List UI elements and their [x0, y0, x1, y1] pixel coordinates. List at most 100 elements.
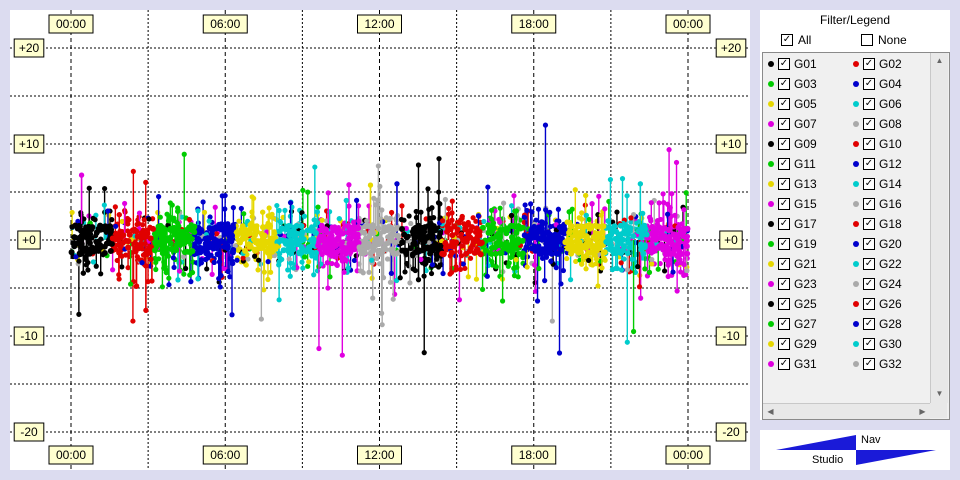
all-checkbox[interactable]: ✓ [781, 34, 793, 46]
x-tick-label-top-box [665, 14, 711, 34]
legend-item-checkbox[interactable]: ✓ [778, 58, 790, 70]
legend-item-checkbox[interactable]: ✓ [863, 318, 875, 330]
legend-item-g06[interactable]: ✓ G06 [851, 95, 935, 115]
legend-item-g27[interactable]: ✓ G27 [766, 315, 850, 335]
data-point [649, 256, 655, 263]
studio-label[interactable]: Studio [812, 454, 844, 466]
scroll-left-icon[interactable]: ◀ [767, 407, 774, 416]
nav-label[interactable]: Nav [861, 434, 881, 446]
legend-item-checkbox[interactable]: ✓ [778, 218, 790, 230]
data-point [369, 257, 375, 263]
legend-item-checkbox[interactable]: ✓ [778, 318, 790, 330]
legend-item-g07[interactable]: ✓ G07 [766, 115, 850, 135]
legend-color-dot-icon [853, 201, 859, 207]
legend-item-checkbox[interactable]: ✓ [778, 358, 790, 370]
legend-item-g11[interactable]: ✓ G11 [766, 155, 850, 175]
data-point [306, 259, 312, 265]
scroll-right-icon[interactable]: ▶ [919, 407, 926, 416]
legend-item-checkbox[interactable]: ✓ [863, 218, 875, 230]
legend-item-g04[interactable]: ✓ G04 [851, 75, 935, 95]
legend-item-g13[interactable]: ✓ G13 [766, 175, 850, 195]
legend-item-checkbox[interactable]: ✓ [778, 98, 790, 110]
legend-item-checkbox[interactable]: ✓ [778, 198, 790, 210]
legend-item-checkbox[interactable]: ✓ [863, 258, 875, 270]
legend-item-g32[interactable]: ✓ G32 [851, 355, 935, 375]
legend-item-checkbox[interactable]: ✓ [863, 298, 875, 310]
data-point [654, 218, 661, 224]
legend-item-g03[interactable]: ✓ G03 [766, 75, 850, 95]
legend-item-g15[interactable]: ✓ G15 [766, 195, 850, 215]
data-point [665, 227, 672, 234]
legend-item-checkbox[interactable]: ✓ [863, 58, 875, 70]
data-point [558, 281, 564, 287]
legend-item-g29[interactable]: ✓ G29 [766, 335, 850, 355]
legend-item-g01[interactable]: ✓ G01 [766, 55, 850, 75]
legend-item-g25[interactable]: ✓ G25 [766, 295, 850, 315]
data-point [236, 218, 242, 224]
legend-item-checkbox[interactable]: ✓ [863, 198, 875, 210]
legend-item-checkbox[interactable]: ✓ [863, 118, 875, 130]
data-point [595, 233, 602, 240]
data-point [85, 238, 92, 245]
legend-item-g30[interactable]: ✓ G30 [851, 335, 935, 355]
data-point [683, 243, 690, 250]
legend-item-checkbox[interactable]: ✓ [778, 238, 790, 250]
legend-item-g12[interactable]: ✓ G12 [851, 155, 935, 175]
data-point [221, 230, 228, 237]
legend-item-checkbox[interactable]: ✓ [863, 78, 875, 90]
legend-item-checkbox[interactable]: ✓ [778, 178, 790, 190]
legend-item-g09[interactable]: ✓ G09 [766, 135, 850, 155]
data-point [315, 204, 321, 210]
data-point [356, 218, 362, 224]
legend-item-g26[interactable]: ✓ G26 [851, 295, 935, 315]
plot-area[interactable]: 00:00 00:00 06:00 06:00 12:00 12:00 18:00 18:00… [10, 10, 750, 470]
legend-item-g31[interactable]: ✓ G31 [766, 355, 850, 375]
legend-item-g18[interactable]: ✓ G18 [851, 215, 935, 235]
legend-item-g14[interactable]: ✓ G14 [851, 175, 935, 195]
legend-item-checkbox[interactable]: ✓ [778, 298, 790, 310]
legend-item-g23[interactable]: ✓ G23 [766, 275, 850, 295]
legend-item-g22[interactable]: ✓ G22 [851, 255, 935, 275]
legend-item-checkbox[interactable]: ✓ [863, 278, 875, 290]
legend-item-g05[interactable]: ✓ G05 [766, 95, 850, 115]
legend-item-g02[interactable]: ✓ G02 [851, 55, 935, 75]
data-point [147, 235, 154, 242]
legend-item-checkbox[interactable]: ✓ [863, 138, 875, 150]
scroll-down-icon[interactable]: ▼ [935, 389, 944, 398]
data-point [605, 218, 611, 224]
legend-item-checkbox[interactable]: ✓ [778, 118, 790, 130]
legend-item-g21[interactable]: ✓ G21 [766, 255, 850, 275]
legend-item-g10[interactable]: ✓ G10 [851, 135, 935, 155]
legend-item-checkbox[interactable]: ✓ [778, 158, 790, 170]
none-checkbox[interactable] [861, 34, 873, 46]
legend-item-g19[interactable]: ✓ G19 [766, 235, 850, 255]
legend-item-g16[interactable]: ✓ G16 [851, 195, 935, 215]
legend-item-checkbox[interactable]: ✓ [863, 98, 875, 110]
scroll-up-icon[interactable]: ▲ [935, 56, 944, 65]
legend-item-g08[interactable]: ✓ G08 [851, 115, 935, 135]
data-point [583, 212, 589, 218]
legend-item-checkbox[interactable]: ✓ [778, 338, 790, 350]
legend-item-checkbox[interactable]: ✓ [778, 278, 790, 290]
legend-item-checkbox[interactable]: ✓ [863, 178, 875, 190]
legend-item-checkbox[interactable]: ✓ [778, 78, 790, 90]
horizontal-scrollbar[interactable]: ◀ ▶ [763, 403, 930, 419]
legend-item-checkbox[interactable]: ✓ [863, 358, 875, 370]
legend-item-g28[interactable]: ✓ G28 [851, 315, 935, 335]
legend-item-checkbox[interactable]: ✓ [863, 158, 875, 170]
legend-item-g17[interactable]: ✓ G17 [766, 215, 850, 235]
legend-item-g24[interactable]: ✓ G24 [851, 275, 935, 295]
data-point [324, 249, 331, 256]
legend-item-checkbox[interactable]: ✓ [863, 238, 875, 250]
legend-item-checkbox[interactable]: ✓ [863, 338, 875, 350]
legend-item-checkbox[interactable]: ✓ [778, 138, 790, 150]
data-point [521, 214, 527, 220]
legend-item-checkbox[interactable]: ✓ [778, 258, 790, 270]
legend-color-dot-icon [853, 241, 859, 247]
data-point [661, 200, 667, 206]
legend-item-g20[interactable]: ✓ G20 [851, 235, 935, 255]
legend-list[interactable]: ✓ G01 ✓ G02 ✓ G03 ✓ G04 ✓ G05 ✓ G06 ✓ G07 ✓ G08 ✓ G09 ✓ G10… [762, 52, 950, 420]
data-point [493, 264, 499, 270]
vertical-scrollbar[interactable]: ▲ ▼ [930, 53, 948, 403]
nav-studio-panel[interactable]: Nav Studio [760, 430, 950, 470]
